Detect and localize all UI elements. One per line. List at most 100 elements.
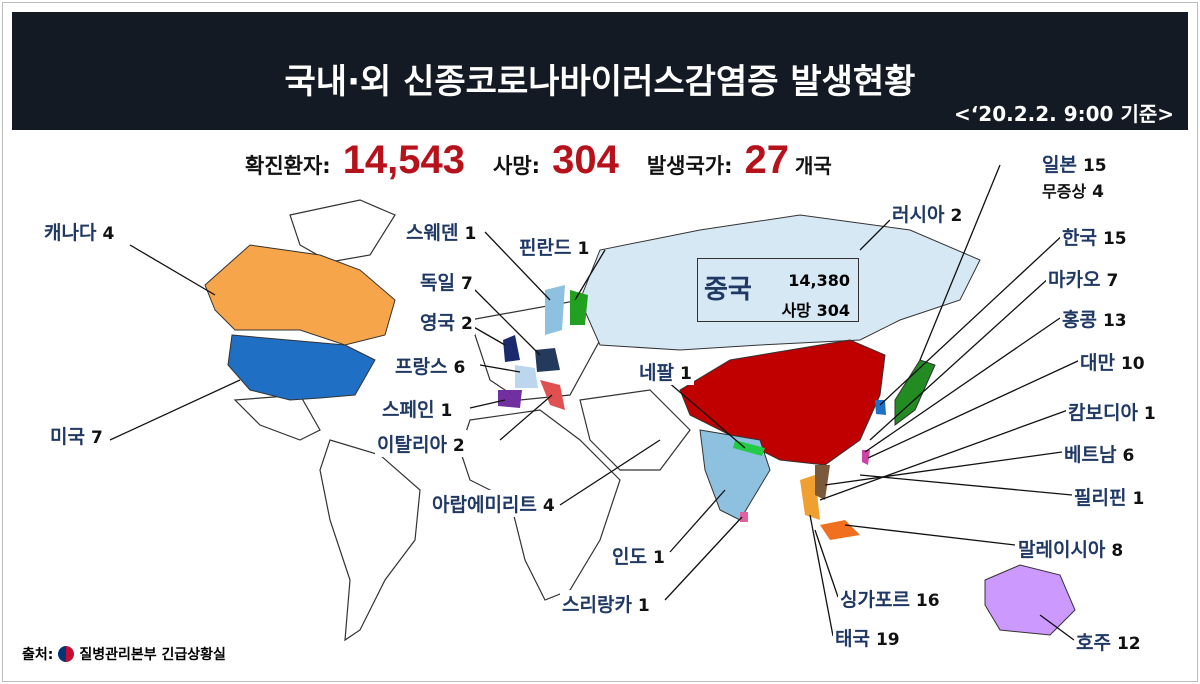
greenland: [289, 199, 396, 263]
country-name: 스리랑카: [562, 594, 632, 616]
country-name: 영국: [420, 312, 455, 334]
uk: [503, 335, 520, 362]
vietnam: [815, 465, 830, 500]
finland: [570, 290, 588, 325]
country-count: 1: [652, 548, 665, 568]
country-label: 러시아 2: [890, 200, 965, 227]
country-count: 2: [452, 436, 465, 456]
country-name: 한국: [1062, 227, 1097, 249]
government-logo-icon: [58, 646, 75, 662]
country-count: 10: [1120, 354, 1145, 374]
country-count: 4: [542, 496, 555, 516]
country-name: 말레이시아: [1018, 539, 1106, 561]
sri-lanka: [740, 512, 748, 522]
country-count: 7: [90, 428, 103, 448]
country-label: 호주 12: [1074, 628, 1143, 655]
country-name: 러시아: [892, 204, 945, 226]
country-name: 스페인: [382, 399, 435, 421]
country-label: 인도 1: [610, 542, 667, 569]
country-label: 미국 7: [48, 422, 105, 449]
country-label: 홍콩 13: [1060, 305, 1129, 332]
countries-count: 27: [744, 138, 790, 182]
country-name: 네팔: [639, 362, 674, 384]
australia: [984, 564, 1076, 636]
country-label: 스리랑카 1: [560, 590, 652, 617]
page-title: 국내·외 신종코로나바이러스감염증 발생현황: [284, 62, 916, 102]
country-name: 마카오: [1048, 269, 1101, 291]
country-count: 13: [1102, 311, 1127, 331]
canada: [204, 244, 396, 346]
country-name: 일본: [1042, 154, 1077, 176]
country-count: 4: [1092, 182, 1105, 202]
country-name: 이탈리아: [377, 434, 447, 456]
source-org: 질병관리본부 긴급상황실: [79, 647, 226, 663]
country-count: 1: [440, 401, 453, 421]
confirmed-count: 14,543: [342, 138, 466, 182]
country-label: 네팔 1: [637, 358, 694, 385]
country-name: 홍콩: [1062, 309, 1097, 331]
country-name: 무증상: [1042, 182, 1087, 201]
source: 출처: 질병관리본부 긴급상황실: [22, 644, 226, 664]
country-label: 프랑스 6: [393, 352, 468, 379]
country-label: 스페인 1: [380, 395, 455, 422]
mexico: [233, 394, 321, 441]
korea: [875, 400, 886, 415]
countries-unit: 개국: [795, 154, 832, 178]
country-label: 이탈리아 2: [375, 430, 467, 457]
malaysia: [820, 520, 860, 540]
germany: [535, 348, 560, 372]
china-deaths: 사망 304: [781, 301, 850, 320]
south-america: [319, 439, 421, 642]
country-count: 2: [950, 206, 963, 226]
country-count: 1: [577, 239, 590, 259]
country-count: 12: [1116, 634, 1141, 654]
country-label: 한국 15: [1060, 223, 1129, 250]
country-count: 1: [464, 224, 477, 244]
date-stamp: <‘20.2.2. 9:00 기준>: [953, 102, 1174, 126]
country-name: 프랑스: [395, 356, 448, 378]
country-label: 대만 10: [1078, 348, 1147, 375]
china-cases: 14,380: [788, 271, 850, 290]
country-count: 7: [460, 274, 473, 294]
country-name: 스웨덴: [406, 222, 459, 244]
country-label: 싱가포르 16: [838, 585, 942, 612]
source-label: 출처:: [22, 647, 54, 663]
country-label: 말레이시아 8: [1016, 535, 1126, 562]
country-label: 필리핀 1: [1072, 483, 1147, 510]
country-name: 핀란드: [519, 237, 572, 259]
country-name: 대만: [1080, 352, 1115, 374]
country-count: 6: [1122, 446, 1135, 466]
country-name: 필리핀: [1074, 487, 1127, 509]
country-count: 8: [1111, 541, 1124, 561]
country-count: 1: [1143, 404, 1156, 424]
country-label: 무증상 4: [1040, 178, 1107, 202]
leader-lines: [109, 164, 1081, 641]
country-count: 1: [637, 596, 650, 616]
country-name: 독일: [420, 272, 455, 294]
country-count: 6: [453, 358, 466, 378]
taiwan: [862, 450, 870, 465]
deaths-count: 304: [552, 138, 619, 182]
countries-label: 발생국가:: [646, 154, 733, 178]
country-label: 태국 19: [833, 624, 902, 651]
country-name: 캄보디아: [1068, 402, 1138, 424]
country-label: 스웨덴 1: [404, 218, 479, 245]
country-label: 아랍에미리트 4: [430, 490, 557, 517]
country-count: 15: [1082, 156, 1107, 176]
country-name: 태국: [835, 628, 870, 650]
spain: [498, 390, 522, 408]
deaths-label: 사망:: [493, 154, 541, 178]
china-box: 중국 14,380 사망 304: [697, 258, 859, 322]
japan: [894, 359, 936, 426]
country-count: 1: [1132, 489, 1145, 509]
country-label: 베트남 6: [1062, 440, 1137, 467]
country-name: 아랍에미리트: [432, 494, 537, 516]
country-count: 15: [1102, 229, 1127, 249]
country-name: 미국: [50, 426, 85, 448]
country-count: 1: [679, 364, 692, 384]
country-count: 16: [915, 591, 940, 611]
country-label: 마카오 7: [1046, 265, 1121, 292]
china-name: 중국: [704, 275, 752, 305]
country-name: 인도: [612, 546, 647, 568]
